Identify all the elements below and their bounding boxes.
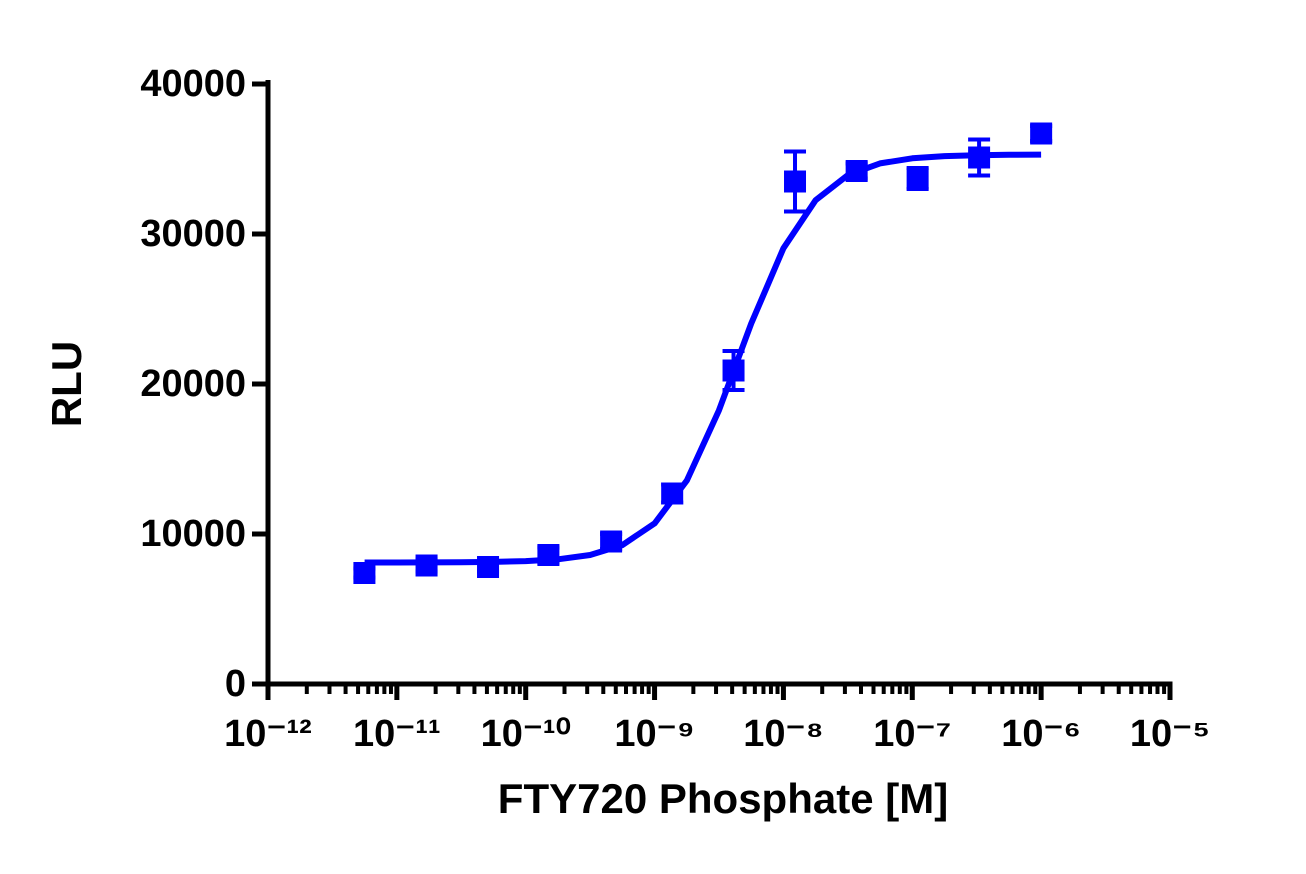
x-tick-label: 10⁻⁶ (1001, 713, 1081, 755)
data-point (600, 530, 623, 553)
data-point (968, 146, 991, 169)
y-tick-label: 10000 (140, 513, 246, 555)
x-tick-label: 10⁻¹⁰ (481, 713, 571, 755)
y-axis-label: RLU (43, 341, 90, 427)
data-point (353, 562, 376, 584)
x-tick-label: 10⁻⁵ (1130, 713, 1210, 755)
data-point (477, 556, 500, 578)
data-point (722, 359, 745, 382)
data-point (661, 482, 684, 505)
x-tick-label: 10⁻⁸ (743, 713, 823, 755)
data-point (537, 544, 560, 566)
x-axis-label: FTY720 Phosphate [M] (498, 775, 948, 822)
data-point (845, 160, 868, 182)
x-tick-label: 10⁻⁹ (614, 713, 694, 755)
fit-curve (364, 151, 1042, 566)
x-tick-label: 10⁻⁷ (873, 713, 951, 755)
y-tick-label: 30000 (140, 213, 246, 255)
data-point (784, 170, 807, 193)
y-tick-label: 40000 (140, 63, 246, 105)
y-tick-label: 0 (225, 663, 246, 705)
x-tick-label: 10⁻¹¹ (353, 713, 441, 755)
y-tick-label: 20000 (140, 363, 246, 405)
data-point (906, 167, 929, 190)
data-point (1030, 122, 1053, 145)
x-tick-label: 10⁻¹² (224, 713, 312, 755)
data-point (415, 554, 438, 577)
